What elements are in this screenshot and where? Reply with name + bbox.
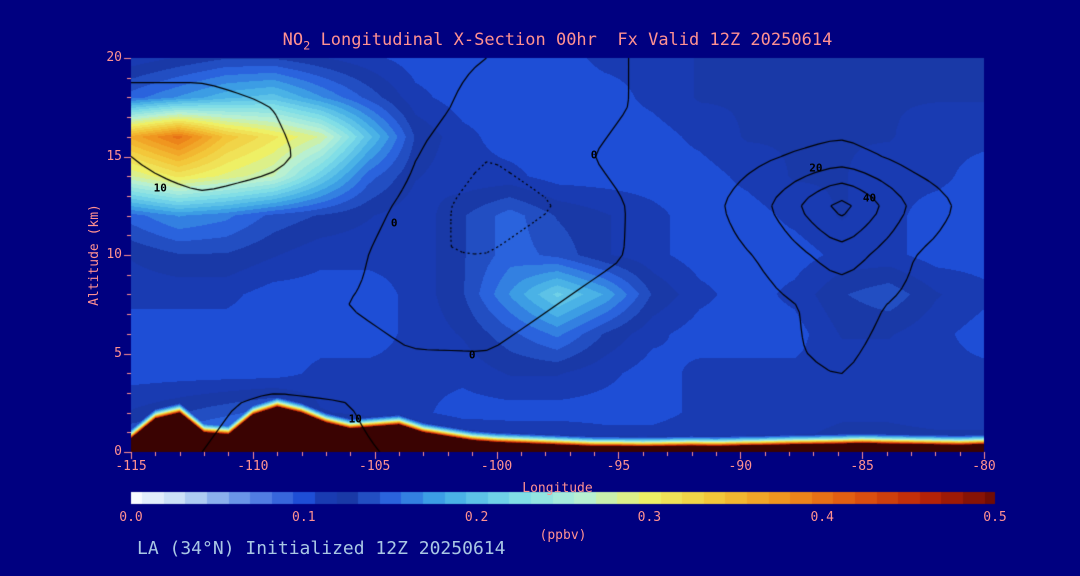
x-tick-label: -100 [480,459,513,474]
x-tick-label: -105 [359,459,391,474]
contour-label: 20 [809,161,823,175]
chart-title: NO2 Longitudinal X-Section 00hr Fx Valid… [131,30,984,52]
x-tick-label: -115 [115,459,147,474]
x-tick-label: -95 [606,459,631,474]
init-annotation: LA (34°N) Initialized 12Z 20250614 [137,538,506,559]
y-tick-label: 15 [106,148,122,164]
colorbar-tick-label: 0.3 [637,510,662,525]
y-tick-label: 20 [106,50,122,65]
contour-label: 0 [390,216,398,230]
contour-label: 0 [468,348,476,362]
title-prefix: NO [282,30,304,50]
x-tick-label: -90 [728,459,753,474]
x-tick-label: -85 [850,459,874,474]
x-tick-label: -80 [972,459,996,474]
x-axis-label: Longitude [522,481,593,496]
colorbar-tick-label: 0.5 [983,510,1007,525]
y-tick-label: 5 [114,345,122,361]
contour-label: 40 [862,191,877,205]
contour-label: 10 [153,181,167,195]
title-subscript: 2 [303,38,311,53]
y-tick-label: 0 [114,444,122,459]
colorbar-tick-label: 0.0 [119,510,143,525]
title-rest: Longitudinal X-Section 00hr Fx Valid 12Z… [310,30,833,50]
colorbar-tick-label: 0.2 [464,510,489,525]
colorbar-tick-label: 0.1 [292,510,316,525]
colorbar-tick-label: 0.4 [810,510,834,525]
contour-label: 0 [590,148,598,162]
x-tick-label: -110 [237,459,269,474]
y-tick-label: 10 [106,247,122,262]
contour-label: 10 [348,412,362,425]
colorbar-label: (ppbv) [539,528,587,543]
